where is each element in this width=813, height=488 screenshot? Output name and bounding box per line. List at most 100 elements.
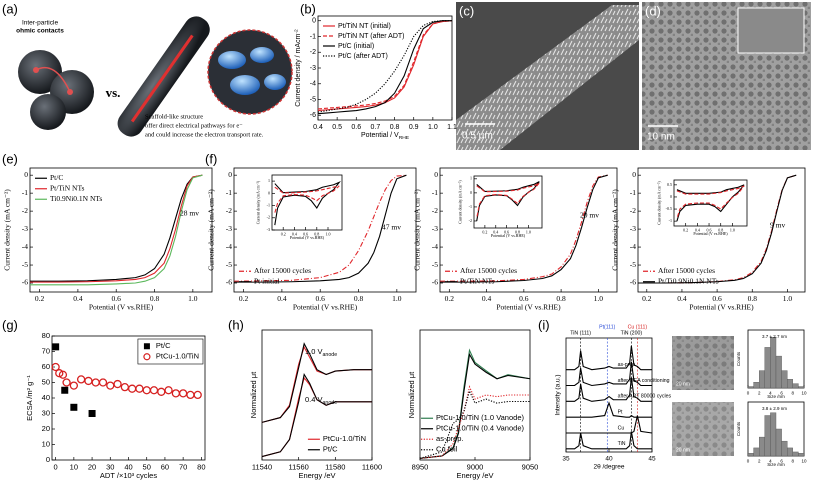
x-tick-label: 0.2 xyxy=(683,228,688,233)
x-tick-label: 4 xyxy=(769,458,772,463)
x-tick-label: 11580 xyxy=(325,462,345,471)
series-line xyxy=(261,372,372,458)
y-tick-label: 30 xyxy=(42,408,50,417)
x-tick-label: 0.4 xyxy=(277,294,287,303)
x-tick-label: 0.2 xyxy=(445,294,455,303)
x-tick-label: 0.6 xyxy=(519,294,529,303)
y-tick-label: 50 xyxy=(42,377,50,386)
y-tick-label: -1 xyxy=(669,218,672,223)
y-tick-label: -3 xyxy=(432,224,438,233)
x-tick-label: 30 xyxy=(106,462,114,471)
histogram-bar xyxy=(747,386,754,389)
y-tick-label: 40 xyxy=(42,393,50,402)
y-axis-label: Intensity (a.u.) xyxy=(555,374,562,415)
series-line xyxy=(440,174,608,283)
histogram-bar xyxy=(787,447,794,457)
x-tick-label: 0.4 xyxy=(677,294,687,303)
x-tick-label: 10 xyxy=(801,390,807,395)
y-tick-label: -6 xyxy=(432,278,438,287)
x-tick-label: 0.8 xyxy=(718,228,723,233)
x-tick-label: 4 xyxy=(769,390,772,395)
x-tick-label: 0.6 xyxy=(504,230,509,235)
y-tick-label: 0 xyxy=(632,170,636,179)
point xyxy=(98,378,108,387)
x-axis-label: Potential (V vs.RHE) xyxy=(293,303,358,312)
y-tick-label: -1 xyxy=(432,188,438,197)
series-line xyxy=(566,345,652,371)
scale-bar-label: 20 nm xyxy=(676,381,690,387)
histogram-bar xyxy=(792,383,799,389)
panel-label: (c) xyxy=(459,3,474,18)
label-part: anode xyxy=(323,352,338,358)
x-tick-label: 6 xyxy=(780,458,783,463)
label-part: anode xyxy=(323,400,338,406)
y-tick-label: -2 xyxy=(267,215,270,220)
series-line xyxy=(419,389,530,459)
series-line xyxy=(566,401,652,418)
series-line xyxy=(233,174,407,282)
y-tick-label: -3 xyxy=(226,224,232,233)
y-tick-label: -6 xyxy=(310,112,316,119)
x-tick-label: 1.0 xyxy=(783,294,793,303)
x-tick-label: 45 xyxy=(648,455,656,462)
point xyxy=(62,378,71,387)
legend-label: After 15000 cycles xyxy=(658,266,715,275)
y-tick-label: 20 xyxy=(42,424,50,433)
series-line xyxy=(566,377,652,402)
x-tick-label: 0.4 xyxy=(292,232,297,237)
legend-label: Pt initial xyxy=(254,276,280,285)
y-axis-label: Current density (mA cm⁻²) xyxy=(256,180,261,224)
point xyxy=(164,386,173,395)
legend-label: Pt/C (initial) xyxy=(338,43,374,50)
annotation: 28 mv xyxy=(180,209,199,218)
series-line xyxy=(317,20,453,110)
trace-label: after MEA conditioning xyxy=(618,378,670,384)
legend-label: Pt/C xyxy=(323,445,338,454)
x-tick-label: 1.0 xyxy=(188,294,198,303)
x-tick-label: 0.8 xyxy=(354,294,364,303)
histogram-bar xyxy=(753,382,760,389)
tem-image xyxy=(642,2,811,150)
annotation: 3.8 ± 2.9 nm xyxy=(762,406,787,411)
y-tick-label: -0.5 xyxy=(666,206,672,211)
x-tick-label: 2 xyxy=(758,458,761,463)
y-tick-label: -4 xyxy=(630,242,636,251)
illustration-a xyxy=(18,16,293,137)
y-tick-label: 10 xyxy=(42,439,50,448)
scale-bar-label: 20 nm xyxy=(676,447,690,453)
caption: and could increase the electron transpor… xyxy=(145,131,264,138)
caption: Scaffold-like structure xyxy=(145,113,203,120)
x-tick-label: 20 xyxy=(88,462,96,471)
x-tick-label: 8 xyxy=(792,458,795,463)
series-line xyxy=(676,185,745,219)
trace-label: after ADT 80000 cycles xyxy=(618,394,672,400)
legend-label: PtCu-1.0/TiN (0.4 Vanode) xyxy=(436,424,524,433)
x-tick-label: 0.6 xyxy=(707,228,712,233)
x-tick-label: 60 xyxy=(161,462,169,471)
series-line xyxy=(566,415,653,434)
legend-label: Pt/TiN NT (initial) xyxy=(338,23,391,30)
histogram-bar xyxy=(787,379,794,389)
x-tick-label: 0.2 xyxy=(642,294,652,303)
y-tick-label: 60 xyxy=(42,362,50,371)
x-tick-label: 0.4 xyxy=(313,124,323,131)
legend-label: PtCu-1.0/TiN xyxy=(156,352,199,361)
x-tick-label: 1.0 xyxy=(428,124,438,131)
y-tick-label: -2 xyxy=(432,206,438,215)
scale-bar-label: 0.5 μm xyxy=(462,131,493,142)
x-tick-label: 0.8 xyxy=(390,124,400,131)
x-tick-label: 0.8 xyxy=(150,294,160,303)
annotation: 9 mv xyxy=(770,221,785,230)
trace-label: Pt xyxy=(618,410,623,416)
y-tick-label: -1 xyxy=(226,188,232,197)
series-line xyxy=(638,174,797,284)
x-tick-label: 1.1 xyxy=(447,124,457,131)
legend-box xyxy=(137,338,204,365)
x-axis-label: Potential (V vs.RHE) xyxy=(689,303,754,312)
x-tick-label: 0.2 xyxy=(281,232,286,237)
y-axis-label: Current density (mA cm⁻²) xyxy=(3,189,12,271)
x-axis-label: 2θ /degree xyxy=(593,464,624,471)
annotation: 1.0 Vanode xyxy=(305,347,337,358)
